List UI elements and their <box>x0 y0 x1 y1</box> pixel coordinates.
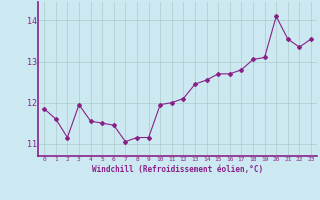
X-axis label: Windchill (Refroidissement éolien,°C): Windchill (Refroidissement éolien,°C) <box>92 165 263 174</box>
